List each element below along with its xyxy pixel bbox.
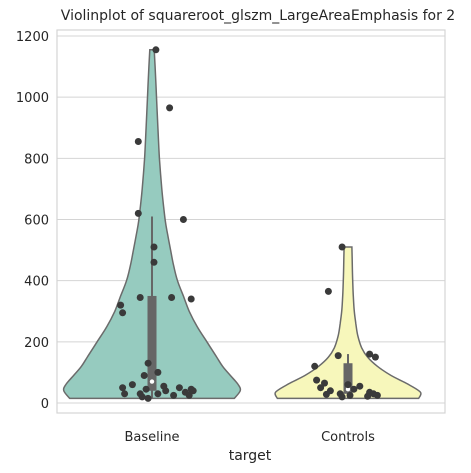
data-point-controls bbox=[311, 362, 319, 370]
violin-baseline bbox=[62, 46, 242, 402]
y-tick-label: 200 bbox=[24, 336, 49, 351]
y-tick-label: 1200 bbox=[16, 30, 49, 45]
data-point-controls bbox=[334, 352, 342, 360]
violin-iqr-box-baseline bbox=[147, 295, 157, 391]
data-point-controls bbox=[338, 393, 346, 401]
data-point-baseline bbox=[119, 309, 127, 317]
data-point-controls bbox=[346, 391, 354, 399]
data-point-baseline bbox=[166, 104, 174, 112]
data-point-controls bbox=[356, 382, 364, 390]
data-point-baseline bbox=[189, 387, 197, 395]
data-point-baseline bbox=[154, 390, 162, 398]
x-tick-label-baseline: Baseline bbox=[124, 430, 179, 445]
data-point-controls bbox=[317, 384, 325, 392]
data-point-baseline bbox=[144, 394, 152, 402]
data-point-controls bbox=[324, 287, 332, 295]
y-tick-label: 400 bbox=[24, 275, 49, 290]
data-point-baseline bbox=[128, 381, 136, 389]
data-point-controls bbox=[366, 350, 374, 358]
data-point-baseline bbox=[150, 243, 158, 251]
chart-title: Violinplot of squareroot_glszm_LargeArea… bbox=[61, 8, 455, 24]
data-point-controls bbox=[371, 353, 379, 361]
data-point-baseline bbox=[134, 138, 142, 145]
violin-iqr-box-controls bbox=[343, 363, 353, 394]
data-point-baseline bbox=[187, 295, 195, 303]
plot-frame bbox=[56, 29, 446, 414]
data-point-baseline bbox=[170, 391, 178, 399]
data-point-baseline bbox=[168, 294, 176, 301]
data-point-baseline bbox=[138, 393, 146, 401]
data-point-baseline bbox=[175, 384, 183, 392]
y-tick-labels: 0 200 400 600 800 1000 1200 bbox=[16, 30, 49, 412]
y-tick-label: 600 bbox=[24, 214, 49, 229]
data-point-baseline bbox=[121, 390, 129, 398]
data-point-baseline bbox=[179, 216, 187, 223]
violin-controls bbox=[274, 243, 422, 401]
data-point-baseline bbox=[162, 387, 170, 395]
data-point-controls bbox=[350, 385, 358, 393]
data-point-baseline bbox=[150, 258, 158, 266]
data-point-baseline bbox=[136, 294, 144, 301]
data-point-baseline bbox=[144, 359, 152, 367]
data-point-baseline bbox=[142, 385, 150, 393]
y-tick-label: 1000 bbox=[16, 91, 49, 106]
data-point-baseline bbox=[185, 391, 193, 399]
data-point-controls bbox=[321, 379, 328, 387]
y-tick-label: 800 bbox=[24, 152, 49, 167]
violin-median-baseline bbox=[149, 379, 155, 384]
x-tick-labels: Baseline Controls bbox=[124, 430, 375, 445]
data-point-baseline bbox=[119, 384, 127, 392]
data-point-baseline bbox=[154, 368, 162, 376]
data-point-controls bbox=[344, 381, 352, 389]
x-tick-label-controls: Controls bbox=[321, 430, 375, 445]
data-point-controls bbox=[338, 243, 346, 251]
y-tick-label: 0 bbox=[41, 397, 49, 412]
data-point-controls bbox=[373, 391, 381, 399]
x-axis-label: target bbox=[229, 448, 272, 464]
violins bbox=[62, 46, 422, 402]
data-point-controls bbox=[322, 390, 330, 398]
data-point-baseline bbox=[134, 209, 142, 217]
data-point-baseline bbox=[140, 372, 148, 379]
violin-median-controls bbox=[345, 387, 351, 392]
data-point-controls bbox=[313, 376, 321, 384]
data-point-baseline bbox=[117, 301, 125, 309]
data-point-controls bbox=[364, 392, 372, 400]
data-point-baseline bbox=[152, 46, 160, 54]
